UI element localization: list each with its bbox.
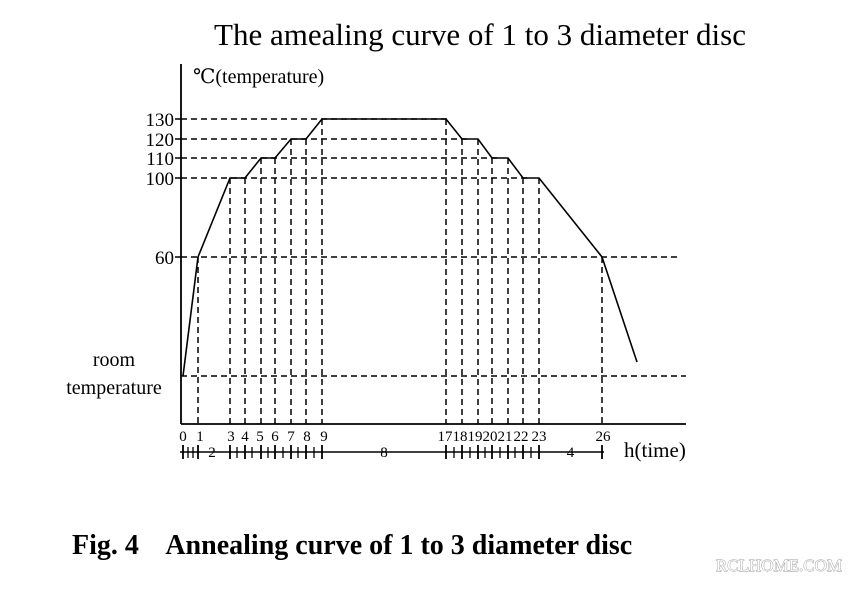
annealing-curve: [182, 118, 638, 377]
x-tick-label-19: 19: [468, 429, 483, 445]
y-tick-label-130: 130: [146, 110, 175, 131]
y-tick-label-60: 60: [155, 248, 174, 269]
y-tick-label-100: 100: [146, 169, 175, 190]
duration-label-2: 2: [208, 445, 216, 461]
x-tick-label-3: 3: [227, 429, 235, 445]
x-tick-label-20: 20: [483, 429, 498, 445]
x-tick-label-23: 23: [532, 429, 547, 445]
x-tick-label-26: 26: [596, 429, 612, 445]
duration-label-4: 4: [567, 445, 575, 461]
x-tick-label-0: 0: [179, 429, 187, 445]
x-tick-label-4: 4: [241, 429, 249, 445]
duration-label-8: 8: [380, 445, 388, 461]
room-temperature-label-line1: room: [93, 349, 136, 371]
x-tick-label-17: 17: [438, 429, 454, 445]
x-tick-label-18: 18: [453, 429, 468, 445]
x-tick-label-22: 22: [514, 429, 529, 445]
x-tick-label-8: 8: [303, 429, 311, 445]
x-axis-label: h(time): [624, 438, 686, 462]
x-tick-label-9: 9: [320, 429, 328, 445]
x-tick-label-6: 6: [271, 429, 279, 445]
figure-caption: Fig. 4 Annealing curve of 1 to 3 diamete…: [72, 530, 632, 561]
y-axis-label: ℃(temperature): [193, 66, 324, 88]
room-temperature-label-line2: temperature: [66, 377, 162, 399]
x-tick-label-7: 7: [287, 429, 295, 445]
x-tick-label-1: 1: [196, 429, 204, 445]
x-tick-label-21: 21: [498, 429, 513, 445]
watermark: RCLHOME.COM: [716, 556, 842, 575]
chart-title: The amealing curve of 1 to 3 diameter di…: [214, 17, 746, 52]
y-tick-label-110: 110: [146, 149, 174, 170]
y-tick-label-120: 120: [146, 130, 175, 151]
x-tick-label-5: 5: [256, 429, 264, 445]
